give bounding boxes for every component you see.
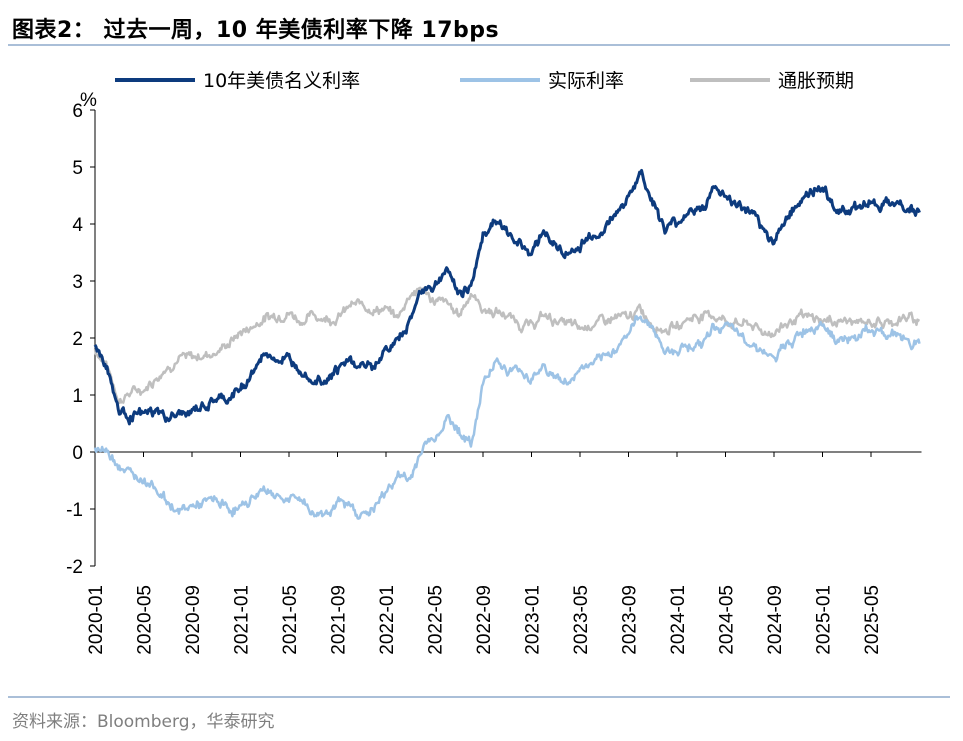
chart-title: 图表2： 过去一周，10 年美债利率下降 17bps bbox=[12, 18, 500, 43]
x-tick-label: 2025-01 bbox=[814, 585, 835, 655]
x-tick-label: 2020-01 bbox=[86, 585, 107, 655]
y-tick-label: -1 bbox=[66, 500, 83, 521]
x-tick-label: 2024-05 bbox=[717, 585, 738, 655]
y-tick-label: 3 bbox=[72, 272, 83, 293]
y-tick-label: 2 bbox=[72, 329, 83, 350]
legend-label: 10年美债名义利率 bbox=[203, 70, 360, 92]
y-tick-label: -2 bbox=[66, 557, 83, 578]
axes: 6 5 4 3 2 1 0 -1 -2% 2020-01 2020-05 2020-09 2021-01… bbox=[66, 90, 922, 655]
series-lines bbox=[93, 168, 921, 520]
x-tick-label: 2023-09 bbox=[620, 585, 641, 655]
y-tick-label: 6 bbox=[72, 101, 83, 122]
y-axis-unit: % bbox=[80, 90, 97, 111]
x-tick-label: 2021-09 bbox=[329, 585, 350, 655]
x-tick-label: 2022-05 bbox=[426, 585, 447, 655]
y-tick-label: 1 bbox=[72, 386, 83, 407]
x-tick-label: 2020-05 bbox=[135, 585, 156, 655]
legend: 10年美债名义利率 实际利率 通胀预期 bbox=[115, 70, 854, 92]
x-tick-label: 2024-01 bbox=[668, 585, 689, 655]
y-tick-label: 0 bbox=[72, 443, 83, 464]
x-tick-label: 2021-01 bbox=[232, 585, 253, 655]
source-note: 资料来源：Bloomberg，华泰研究 bbox=[12, 712, 275, 732]
series-line-real bbox=[93, 315, 921, 520]
x-tick-label: 2020-09 bbox=[183, 585, 204, 655]
x-tick-label: 2025-05 bbox=[862, 585, 883, 655]
series-line-inflation bbox=[93, 286, 921, 405]
y-tick-label: 4 bbox=[72, 215, 83, 236]
x-tick-label: 2024-09 bbox=[765, 585, 786, 655]
x-tick-label: 2023-05 bbox=[571, 585, 592, 655]
y-tick-label: 5 bbox=[72, 158, 83, 179]
x-tick-label: 2022-09 bbox=[474, 585, 495, 655]
series-line-nominal bbox=[93, 168, 921, 426]
x-tick-label: 2022-01 bbox=[377, 585, 398, 655]
x-tick-label: 2021-05 bbox=[280, 585, 301, 655]
x-tick-label: 2023-01 bbox=[523, 585, 544, 655]
legend-label: 实际利率 bbox=[548, 70, 624, 92]
legend-label: 通胀预期 bbox=[778, 70, 854, 92]
